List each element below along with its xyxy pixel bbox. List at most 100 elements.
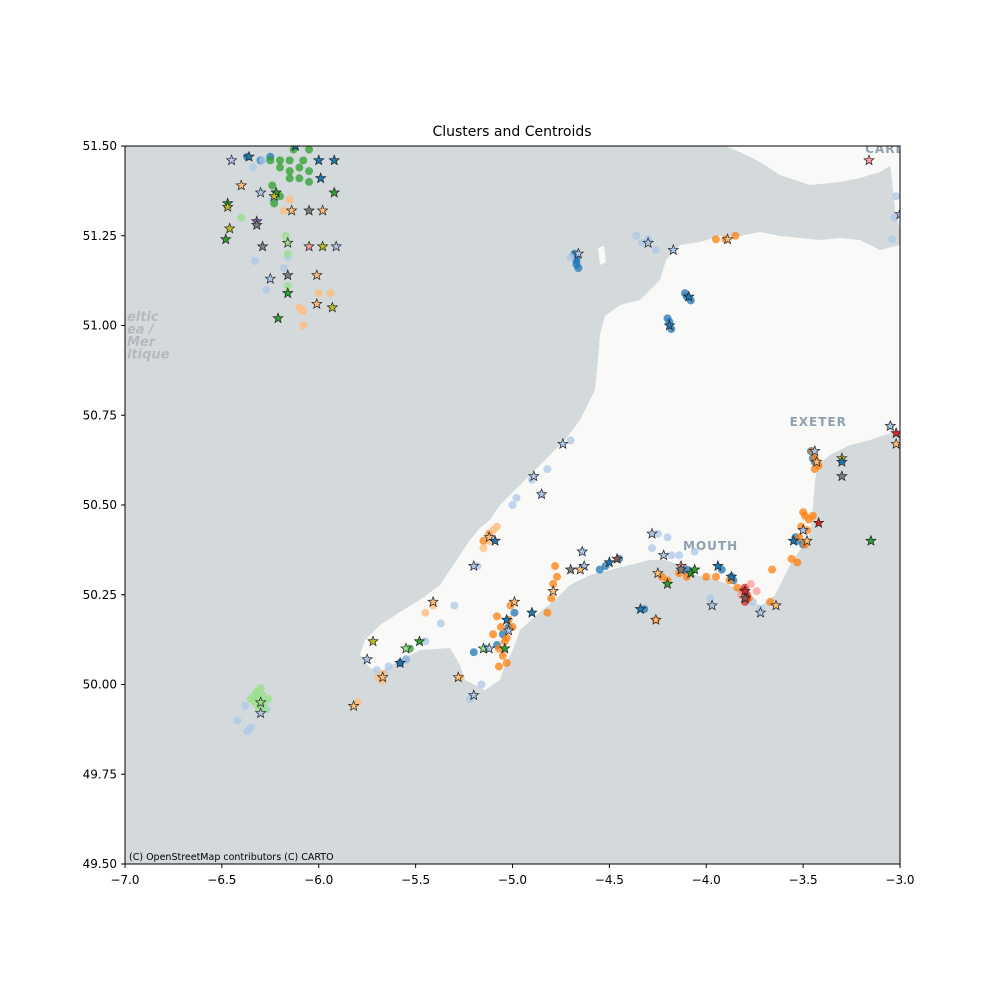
cluster-point bbox=[270, 199, 279, 208]
x-tick-label: −4.5 bbox=[595, 873, 624, 887]
x-tick-label: −6.5 bbox=[207, 873, 236, 887]
centroid-star bbox=[328, 186, 341, 198]
centroid-star bbox=[413, 635, 426, 647]
cluster-point bbox=[493, 612, 501, 621]
cluster-point bbox=[752, 587, 761, 596]
centroid-star bbox=[303, 240, 315, 252]
land-wales-east bbox=[888, 146, 900, 230]
centroid-star bbox=[663, 319, 676, 331]
centroid-star bbox=[376, 671, 389, 683]
centroid-star bbox=[256, 240, 269, 252]
centroid-star bbox=[675, 563, 687, 575]
cluster-point bbox=[246, 694, 255, 703]
centroid-star bbox=[281, 269, 294, 281]
cluster-point bbox=[295, 163, 304, 172]
cluster-point bbox=[553, 572, 562, 581]
land-lundy bbox=[598, 246, 606, 265]
cluster-point bbox=[279, 264, 288, 273]
centroid-star bbox=[556, 437, 569, 449]
cluster-point bbox=[706, 594, 715, 603]
map-attribution: (C) OpenStreetMap contributors (C) CARTO bbox=[129, 852, 334, 863]
cluster-point bbox=[543, 465, 552, 474]
centroid-star bbox=[667, 243, 680, 256]
centroid-star bbox=[225, 154, 238, 166]
centroid-star bbox=[219, 233, 232, 245]
cluster-point bbox=[285, 195, 294, 204]
centroid-star bbox=[682, 290, 695, 302]
centroid-star bbox=[268, 190, 281, 202]
centroid-star bbox=[394, 656, 407, 668]
centroid-star bbox=[281, 236, 294, 248]
cluster-point bbox=[512, 493, 521, 502]
cluster-point bbox=[469, 648, 478, 657]
basemap bbox=[360, 146, 900, 690]
cluster-point bbox=[384, 662, 393, 671]
cluster-point bbox=[436, 619, 445, 628]
centroid-star bbox=[801, 534, 813, 546]
cluster-point bbox=[510, 608, 519, 617]
centroid-star bbox=[361, 653, 374, 665]
centroid-star bbox=[603, 556, 616, 568]
centroid-star bbox=[865, 534, 877, 546]
centroid-star bbox=[863, 154, 875, 166]
centroid-star bbox=[646, 527, 658, 539]
centroid-star bbox=[711, 559, 724, 572]
centroid-star bbox=[452, 671, 465, 683]
centroid-star bbox=[661, 577, 674, 589]
centroid-star bbox=[649, 613, 662, 625]
cluster-point bbox=[808, 511, 817, 520]
centroid-star bbox=[291, 146, 300, 152]
centroid-star bbox=[835, 470, 848, 482]
cluster-point bbox=[479, 536, 488, 545]
centroid-star bbox=[235, 179, 248, 191]
y-tick-label: 51.25 bbox=[83, 229, 117, 243]
cluster-point bbox=[250, 256, 259, 265]
cluster-point bbox=[498, 651, 507, 660]
land-wales-coast bbox=[725, 146, 900, 185]
cluster-point bbox=[711, 572, 720, 581]
cluster-point bbox=[262, 285, 271, 294]
cluster-point bbox=[295, 174, 304, 183]
centroid-star bbox=[688, 563, 701, 575]
centroid-star bbox=[642, 236, 655, 248]
centroid-star bbox=[739, 592, 751, 604]
cluster-point bbox=[595, 565, 604, 574]
cluster-point bbox=[508, 501, 517, 509]
centroid-star bbox=[502, 624, 515, 636]
cluster-point bbox=[566, 253, 575, 262]
y-tick-label: 49.75 bbox=[83, 767, 117, 781]
centroid-star bbox=[770, 599, 782, 611]
centroid-star bbox=[547, 584, 560, 597]
centroid-star bbox=[812, 516, 825, 528]
centroid-star bbox=[808, 444, 821, 457]
cluster-point bbox=[543, 608, 552, 617]
cluster-point bbox=[237, 213, 246, 222]
x-axis: −7.0 −6.5 −6.0 −5.5 −5.0 −4.5 −4.0 −3.5 −3.0 bbox=[110, 864, 915, 887]
y-tick-label: 50.75 bbox=[83, 408, 117, 422]
y-tick-label: 49.50 bbox=[83, 857, 117, 871]
cluster-point bbox=[768, 565, 777, 574]
y-tick-label: 51.00 bbox=[83, 319, 117, 333]
cluster-point bbox=[299, 321, 308, 330]
centroid-star bbox=[564, 563, 577, 575]
centroid-star bbox=[367, 635, 379, 647]
cluster-point bbox=[502, 633, 511, 642]
cluster-point bbox=[243, 727, 252, 736]
centroid-star bbox=[328, 154, 341, 166]
centroid-star bbox=[467, 689, 480, 701]
centroid-star bbox=[272, 312, 284, 324]
cluster-point bbox=[281, 231, 290, 240]
centroid-star bbox=[483, 642, 496, 654]
y-tick-label: 50.25 bbox=[83, 588, 117, 602]
cluster-point bbox=[285, 156, 294, 165]
cluster-point bbox=[663, 533, 672, 542]
x-tick-label: −3.0 bbox=[885, 873, 914, 887]
centroid-star bbox=[574, 563, 587, 575]
centroid-star bbox=[467, 559, 480, 572]
cluster-point bbox=[890, 213, 899, 222]
centroid-star bbox=[884, 419, 897, 432]
cluster-point bbox=[241, 702, 250, 711]
centroid-star bbox=[651, 567, 664, 579]
